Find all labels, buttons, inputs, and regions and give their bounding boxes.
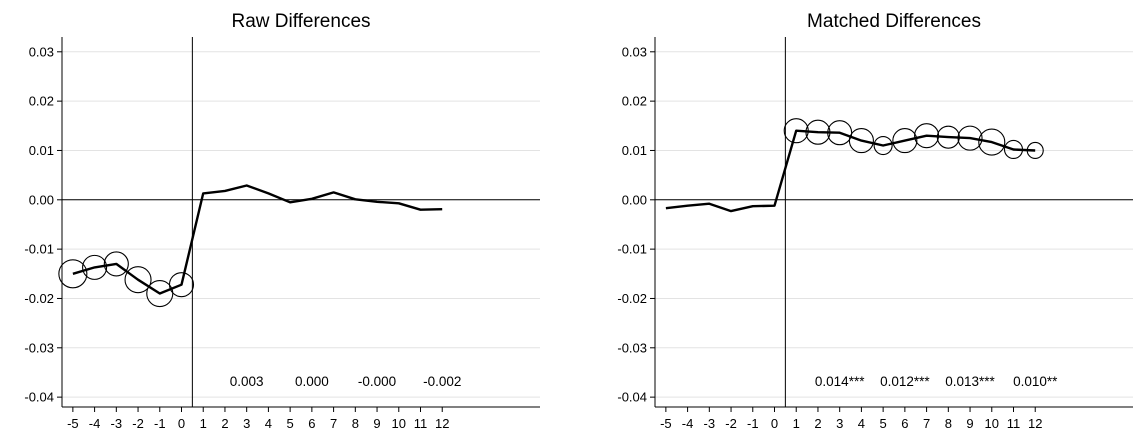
chart-1-xtick-label: 9: [966, 416, 973, 431]
chart-1-ytick-label: -0.02: [617, 291, 647, 306]
chart-0-ytick-label: -0.02: [24, 291, 54, 306]
chart-0-annotation: -0.002: [423, 374, 461, 389]
chart-1-xtick-label: -2: [725, 416, 737, 431]
chart-1-significance-bubble: [848, 128, 874, 154]
chart-1-xtick-label: 1: [793, 416, 800, 431]
chart-0-annotation: 0.000: [295, 374, 329, 389]
chart-1-xtick-label: 7: [923, 416, 930, 431]
raw-differences-chart: Raw Differences 0.03 0.02 0.01 0.00 -0.01 -0.0…: [24, 11, 540, 431]
chart-0-xtick-label: 3: [243, 416, 250, 431]
chart-1-xtick-label: 6: [901, 416, 908, 431]
chart-1-annotation: 0.014***: [815, 374, 865, 389]
chart-0-xtick-label: 4: [265, 416, 272, 431]
chart-1-xtick-label: 12: [1028, 416, 1042, 431]
chart-0-xtick-label: -4: [89, 416, 101, 431]
chart-1-xtick-label: 2: [814, 416, 821, 431]
chart-0-title: Raw Differences: [231, 11, 370, 32]
chart-0-annotation: -0.000: [358, 374, 396, 389]
chart-1-significance-bubble: [783, 118, 809, 144]
chart-0-ytick-label: -0.03: [24, 340, 54, 355]
chart-1-significance-bubble: [892, 128, 918, 154]
chart-0-ytick-label: 0.03: [29, 44, 54, 59]
chart-1-significance-bubble: [1026, 141, 1044, 160]
chart-1-annotation: 0.012***: [880, 374, 930, 389]
chart-1-significance-bubble: [873, 135, 893, 156]
chart-1-xtick-label: 5: [880, 416, 887, 431]
chart-0-ytick-label: -0.04: [24, 390, 54, 405]
chart-1-annotation: 0.010**: [1013, 374, 1058, 389]
chart-0-ytick-label: -0.01: [24, 242, 54, 257]
chart-1-significance-bubble: [914, 123, 940, 149]
chart-0-xtick-label: -3: [111, 416, 123, 431]
chart-1-xtick-label: 8: [945, 416, 952, 431]
chart-0-xtick-label: 1: [200, 416, 207, 431]
chart-1-significance-bubble: [978, 128, 1006, 156]
chart-1-significance-bubble: [957, 125, 983, 151]
chart-1-ytick-label: 0.01: [622, 143, 647, 158]
chart-1-significance-bubble: [1003, 139, 1024, 160]
chart-0-xtick-label: 2: [221, 416, 228, 431]
chart-0-significance-bubble: [168, 272, 195, 298]
chart-0-xtick-label: -1: [154, 416, 166, 431]
chart-0-series-line: [72, 184, 443, 295]
chart-1-xtick-label: 3: [836, 416, 843, 431]
chart-1-xtick-label: -4: [682, 416, 694, 431]
chart-1-xtick-label: -1: [747, 416, 759, 431]
chart-0-significance-bubble: [58, 259, 88, 289]
chart-1-xtick-label: -3: [704, 416, 716, 431]
chart-0-xtick-label: 12: [435, 416, 449, 431]
chart-0-ytick-label: 0.02: [29, 94, 54, 109]
chart-1-ytick-label: 0.03: [622, 44, 647, 59]
chart-0-xtick-label: 8: [352, 416, 359, 431]
chart-1-title: Matched Differences: [807, 11, 981, 32]
chart-1-series-line: [665, 129, 1036, 213]
chart-0-ytick-label: 0.00: [29, 192, 54, 207]
chart-1-significance-bubble: [805, 119, 831, 145]
chart-1-xtick-label: 4: [858, 416, 865, 431]
chart-0-xtick-label: -2: [132, 416, 144, 431]
chart-0-xtick-label: 7: [330, 416, 337, 431]
matched-differences-chart: Matched Differences 0.03 0.02 0.01 0.00 -0.01…: [617, 11, 1133, 431]
chart-0-significance-bubble: [124, 266, 152, 294]
chart-0-xtick-label: -5: [67, 416, 79, 431]
chart-0-significance-bubble: [103, 251, 129, 277]
chart-1-xtick-label: 11: [1007, 416, 1021, 431]
chart-0-xtick-label: 0: [178, 416, 185, 431]
chart-0-xtick-label: 5: [287, 416, 294, 431]
chart-1-ytick-label: -0.04: [617, 390, 647, 405]
chart-1-xtick-label: 0: [771, 416, 778, 431]
chart-1-ytick-label: -0.01: [617, 242, 647, 257]
chart-1-annotation: 0.013***: [945, 374, 995, 389]
chart-0-xtick-label: 11: [414, 416, 428, 431]
chart-1-ytick-label: 0.00: [622, 192, 647, 207]
chart-0-xtick-label: 9: [373, 416, 380, 431]
chart-1-xtick-label: -5: [660, 416, 672, 431]
chart-0-xtick-label: 6: [308, 416, 315, 431]
chart-1-ytick-label: 0.02: [622, 94, 647, 109]
chart-1-xtick-label: 10: [985, 416, 999, 431]
chart-0-annotation: 0.003: [230, 374, 264, 389]
chart-1-significance-bubble: [936, 125, 960, 149]
chart-0-significance-bubble: [82, 254, 108, 280]
chart-1-ytick-label: -0.03: [617, 340, 647, 355]
chart-0-ytick-label: 0.01: [29, 143, 54, 158]
chart-0-xtick-label: 10: [392, 416, 406, 431]
